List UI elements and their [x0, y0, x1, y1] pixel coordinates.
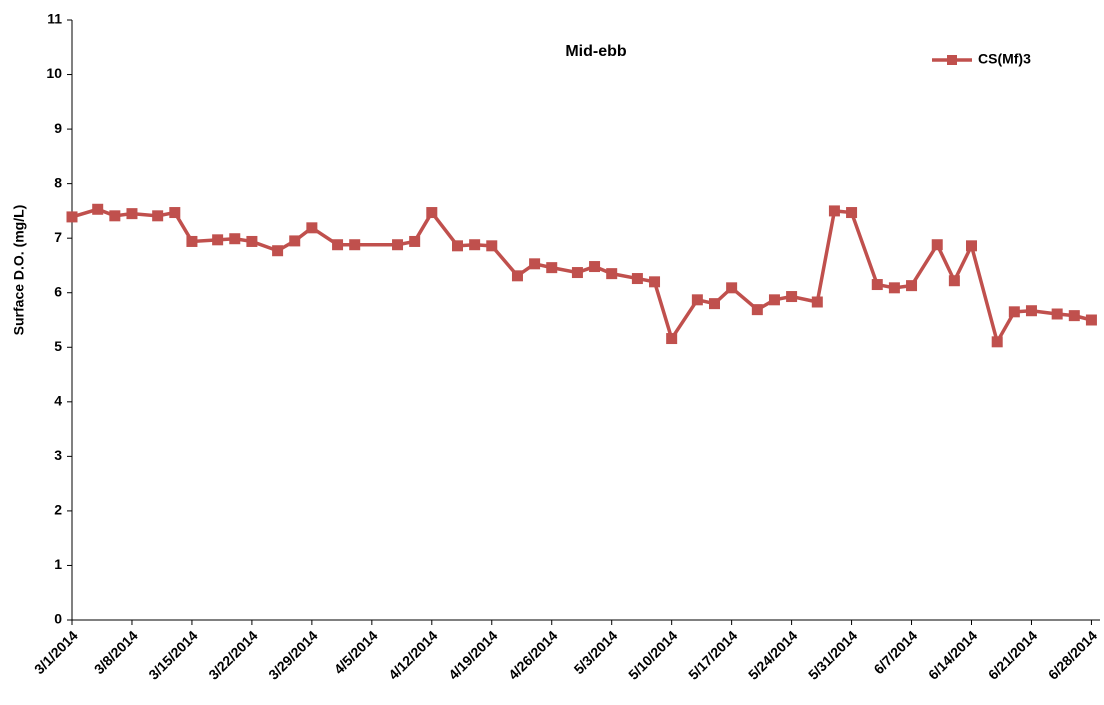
point	[691, 294, 703, 306]
point	[469, 239, 481, 251]
x-tick-label: 6/21/2014	[985, 627, 1041, 683]
y-tick-label: 0	[54, 611, 62, 627]
point	[649, 276, 661, 288]
point	[666, 333, 678, 345]
point	[1068, 310, 1080, 322]
point	[948, 275, 960, 287]
x-tick-label: 6/28/2014	[1045, 627, 1101, 683]
point	[169, 207, 181, 219]
point	[906, 280, 918, 292]
y-tick-label: 5	[54, 338, 62, 354]
y-tick-label: 2	[54, 502, 62, 518]
x-tick-label: 4/12/2014	[385, 627, 441, 683]
x-tick-label: 5/24/2014	[745, 627, 801, 683]
point	[246, 235, 258, 247]
point	[571, 267, 583, 279]
point	[709, 298, 720, 310]
x-tick-label: 4/26/2014	[505, 627, 561, 683]
y-tick-label: 10	[46, 65, 62, 81]
point	[126, 208, 138, 220]
point	[289, 235, 301, 247]
point	[786, 291, 798, 303]
point	[991, 336, 1003, 348]
point	[768, 294, 780, 306]
point	[751, 304, 763, 316]
point	[811, 296, 823, 308]
point	[409, 235, 421, 247]
x-tick-label: 3/8/2014	[91, 627, 141, 677]
point	[229, 233, 241, 245]
x-tick-label: 5/17/2014	[685, 627, 741, 683]
point	[272, 245, 284, 257]
point	[452, 240, 463, 252]
x-tick-label: 3/15/2014	[145, 627, 201, 683]
x-tick-label: 4/19/2014	[445, 627, 501, 683]
x-tick-label: 4/5/2014	[331, 627, 381, 677]
point	[631, 273, 643, 285]
point	[966, 240, 977, 252]
x-tick-label: 5/31/2014	[805, 627, 861, 683]
point	[92, 203, 104, 215]
y-tick-label: 6	[54, 283, 62, 299]
x-tick-label: 3/22/2014	[205, 627, 261, 683]
x-tick-label: 3/29/2014	[265, 627, 321, 683]
point	[332, 239, 344, 251]
point	[349, 239, 361, 251]
point	[931, 239, 943, 251]
point	[1085, 314, 1097, 326]
point	[726, 282, 738, 294]
legend-label: CS(Mf)3	[978, 51, 1031, 67]
chart-title: Mid-ebb	[565, 43, 627, 60]
point	[546, 262, 558, 274]
x-tick-label: 5/3/2014	[571, 627, 621, 677]
point	[871, 279, 883, 291]
point	[846, 207, 858, 219]
point	[511, 270, 523, 282]
point	[392, 239, 404, 251]
point	[66, 211, 78, 223]
legend-marker	[947, 55, 957, 65]
point	[186, 235, 198, 247]
point	[1051, 308, 1063, 320]
point	[529, 258, 541, 270]
point	[888, 282, 900, 294]
x-tick-label: 6/7/2014	[870, 627, 920, 677]
point	[152, 210, 164, 222]
y-tick-label: 3	[54, 447, 62, 463]
y-tick-label: 4	[54, 393, 62, 409]
point	[1008, 306, 1020, 318]
y-tick-label: 7	[54, 229, 62, 245]
point	[426, 207, 438, 219]
point	[1025, 305, 1037, 317]
y-tick-label: 9	[54, 120, 62, 136]
point	[486, 240, 498, 252]
y-axis-label: Surface D.O. (mg/L)	[11, 205, 27, 336]
x-tick-label: 5/10/2014	[625, 627, 681, 683]
point	[306, 222, 318, 234]
point	[212, 234, 224, 246]
point	[109, 210, 121, 222]
y-tick-label: 1	[54, 556, 62, 572]
y-tick-label: 11	[47, 11, 62, 27]
point	[828, 205, 840, 217]
y-tick-label: 8	[54, 174, 62, 190]
point	[606, 268, 618, 280]
x-tick-label: 6/14/2014	[925, 627, 981, 683]
point	[589, 261, 601, 273]
x-tick-label: 3/1/2014	[31, 627, 81, 677]
